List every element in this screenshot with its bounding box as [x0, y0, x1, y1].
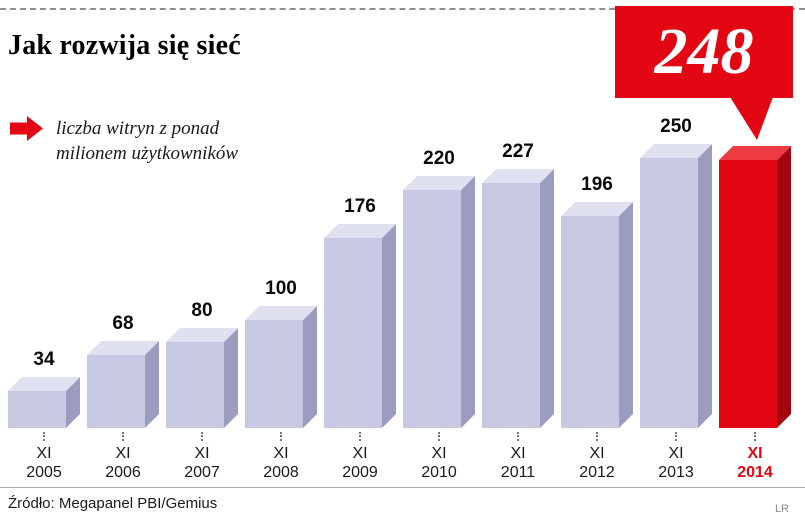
x-label-year: 2008 — [263, 464, 299, 481]
bar-xi-2007-side-face — [224, 328, 238, 428]
bar-xi-2008-side-face — [303, 306, 317, 428]
red-arrow-icon — [10, 116, 43, 141]
legend: liczba witryn z ponad milionem użytkowni… — [10, 116, 238, 166]
x-label-month: XI — [273, 445, 289, 462]
bar-xi-2010-front-face — [403, 190, 461, 428]
bar-xi-2007-value-label: 80 — [191, 300, 213, 321]
bar-xi-2010-side-face — [461, 176, 475, 428]
x-label-month: XI — [510, 445, 526, 462]
x-tick — [754, 432, 756, 441]
bar-xi-2009: 176 — [324, 196, 396, 428]
x-label-year: 2011 — [500, 464, 536, 481]
bar-xi-2011-front-face — [482, 183, 540, 428]
x-label-month: XI — [589, 445, 605, 462]
footer-divider — [0, 487, 805, 488]
bar-xi-2011: 227 — [482, 141, 554, 428]
bar-xi-2007-front-face — [166, 342, 224, 428]
x-label-year: 2005 — [26, 464, 62, 481]
bar-xi-2013-side-face — [698, 144, 712, 428]
bar-xi-2005: 34 — [8, 349, 80, 428]
bar-xi-2009-value-label: 176 — [344, 196, 376, 217]
x-label-2009: XI 2009 — [324, 432, 396, 482]
bar-xi-2006: 68 — [87, 313, 159, 428]
x-label-year: 2014 — [737, 464, 773, 481]
bar-xi-2012-value-label: 196 — [581, 174, 613, 195]
x-label-month: XI — [194, 445, 210, 462]
x-label-year: 2012 — [579, 464, 615, 481]
bar-xi-2013-front-face — [640, 158, 698, 428]
source-text: Źródło: Megapanel PBI/Gemius — [8, 495, 218, 512]
bar-xi-2006-front-face — [87, 355, 145, 428]
x-label-year: 2009 — [342, 464, 378, 481]
x-label-month: XI — [431, 445, 447, 462]
x-label-2010: XI 2010 — [403, 432, 475, 482]
x-tick — [359, 432, 361, 441]
x-label-year: 2007 — [184, 464, 220, 481]
bar-xi-2005-front-face — [8, 391, 66, 428]
bar-xi-2005-value-label: 34 — [33, 349, 55, 370]
x-label-2011: XI 2011 — [482, 432, 554, 482]
bar-xi-2013: 250 — [640, 116, 712, 428]
bar-xi-2011-value-label: 227 — [502, 141, 534, 162]
x-label-year: 2006 — [105, 464, 141, 481]
bar-xi-2006-side-face — [145, 341, 159, 428]
bar-xi-2008-value-label: 100 — [265, 278, 297, 299]
bar-xi-2010-value-label: 220 — [423, 148, 455, 169]
legend-line-2: milionem użytkowników — [56, 143, 239, 164]
bar-xi-2007: 80 — [166, 300, 238, 428]
x-tick — [517, 432, 519, 441]
x-label-year: 2010 — [421, 464, 457, 481]
x-label-month: XI — [747, 445, 763, 462]
callout-pointer — [730, 97, 773, 140]
bar-xi-2014-front-face — [719, 160, 777, 428]
x-label-month: XI — [115, 445, 131, 462]
bar-xi-2010: 220 — [403, 148, 475, 428]
x-label-2013: XI 2013 — [640, 432, 712, 482]
legend-text: liczba witryn z ponad milionem użytkowni… — [56, 116, 238, 166]
callout-box: 248 — [615, 6, 793, 98]
x-label-month: XI — [352, 445, 368, 462]
bar-xi-2014-side-face — [777, 146, 791, 428]
bar-xi-2008: 100 — [245, 278, 317, 428]
x-label-2014: XI 2014 — [719, 432, 791, 482]
bar-xi-2009-side-face — [382, 224, 396, 428]
bar-xi-2009-front-face — [324, 238, 382, 428]
x-tick — [43, 432, 45, 441]
x-label-2006: XI 2006 — [87, 432, 159, 482]
x-tick — [280, 432, 282, 441]
bar-xi-2014 — [719, 146, 791, 428]
bar-xi-2006-value-label: 68 — [112, 313, 134, 334]
x-tick — [201, 432, 203, 441]
bar-xi-2011-side-face — [540, 169, 554, 428]
bar-xi-2013-value-label: 250 — [660, 116, 692, 137]
bar-xi-2008-front-face — [245, 320, 303, 428]
x-tick — [675, 432, 677, 441]
x-label-2005: XI 2005 — [8, 432, 80, 482]
legend-line-1: liczba witryn z ponad — [56, 118, 220, 139]
x-tick — [122, 432, 124, 441]
bar-xi-2012-front-face — [561, 216, 619, 428]
callout-value: 248 — [654, 15, 754, 88]
x-label-month: XI — [36, 445, 52, 462]
bar-xi-2012: 196 — [561, 174, 633, 428]
x-tick — [438, 432, 440, 441]
x-tick — [596, 432, 598, 441]
bar-xi-2012-side-face — [619, 202, 633, 428]
page-title: Jak rozwija się sieć — [8, 30, 241, 61]
x-label-2008: XI 2008 — [245, 432, 317, 482]
x-label-year: 2013 — [658, 464, 694, 481]
top-dashed-divider — [0, 8, 805, 10]
x-label-2007: XI 2007 — [166, 432, 238, 482]
x-label-month: XI — [668, 445, 684, 462]
x-label-2012: XI 2012 — [561, 432, 633, 482]
credit-text: LR — [774, 503, 789, 515]
